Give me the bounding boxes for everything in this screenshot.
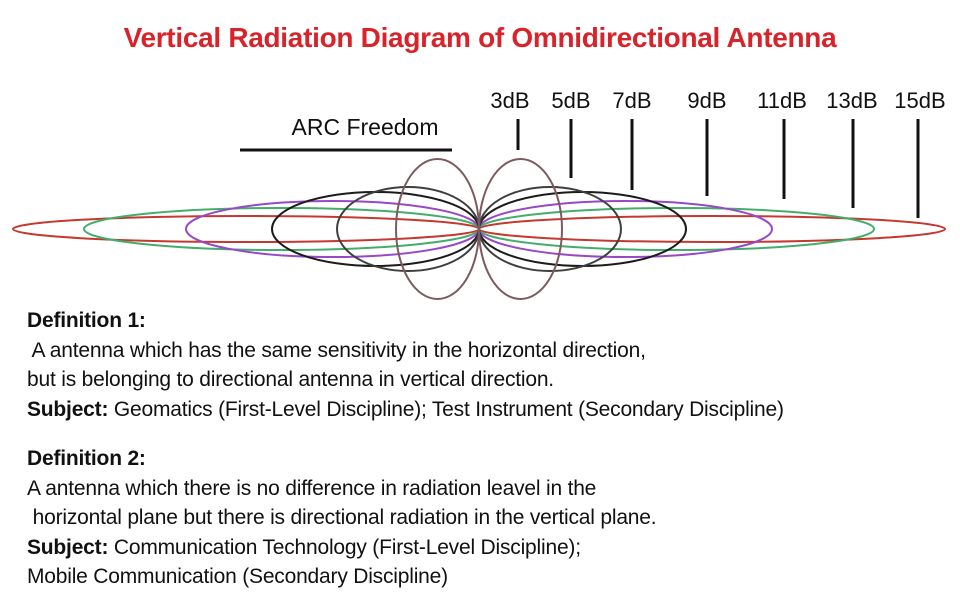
arc-freedom-label: ARC Freedom: [292, 114, 439, 140]
definition-2-line-1: A antenna which there is no difference i…: [27, 476, 597, 500]
db-label-7dB: 7dB: [612, 88, 651, 113]
red-lobe-right: [478, 215, 946, 243]
db-label-11dB: 11dB: [757, 88, 807, 113]
definition-1-line-1: A antenna which has the same sensitivity…: [27, 338, 646, 362]
definition-2-subject-line-2: Mobile Communication (Secondary Discipli…: [27, 565, 448, 588]
darkgray-lobe-left: [336, 186, 480, 272]
definition-1-subject: Subject: Geomatics (First-Level Discipli…: [27, 395, 957, 425]
db-label-5dB: 5dB: [551, 88, 590, 113]
definition-1-line-2: but is belonging to directional antenna …: [27, 368, 554, 391]
page-title: Vertical Radiation Diagram of Omnidirect…: [123, 22, 837, 53]
definition-2-line-2: horizontal plane but there is directiona…: [27, 506, 657, 529]
subject-text: Communication Technology (First-Level Di…: [108, 535, 581, 559]
brown-lobe-left: [395, 158, 480, 300]
red-lobe-left: [12, 215, 480, 243]
brown-lobe-right: [478, 158, 563, 300]
definition-1-heading: Definition 1:: [27, 309, 146, 332]
subject-label: Subject:: [27, 535, 109, 559]
darkgray-lobe-right: [478, 186, 622, 272]
definition-2-heading: Definition 2:: [27, 447, 146, 470]
subject-label: Subject:: [27, 397, 109, 421]
db-label-9dB: 9dB: [687, 88, 726, 113]
definition-2: Definition 2: A antenna which there is n…: [27, 444, 957, 592]
subject-text: Geomatics (First-Level Discipline); Test…: [108, 397, 784, 421]
db-label-3dB: 3dB: [490, 88, 529, 113]
definition-2-subject: Subject: Communication Technology (First…: [27, 533, 957, 563]
db-label-13dB: 13dB: [826, 88, 877, 113]
db-label-15dB: 15dB: [894, 88, 945, 113]
definition-1: Definition 1: A antenna which has the sa…: [27, 306, 957, 424]
radiation-diagram: 3dB 5dB 7dB 9dB 11dB 13dB 15dB ARC Freedom: [12, 88, 946, 300]
